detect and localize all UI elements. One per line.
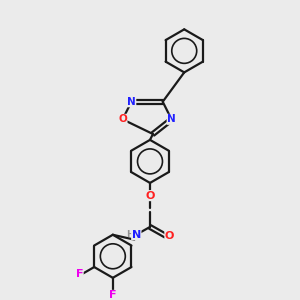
Text: O: O (118, 114, 127, 124)
Text: F: F (76, 269, 83, 279)
Text: O: O (165, 231, 174, 241)
Text: N: N (167, 114, 176, 124)
Text: O: O (145, 190, 155, 201)
Text: F: F (109, 290, 117, 300)
Text: N: N (132, 230, 141, 240)
Text: N: N (127, 97, 136, 107)
Text: H: H (127, 230, 134, 239)
